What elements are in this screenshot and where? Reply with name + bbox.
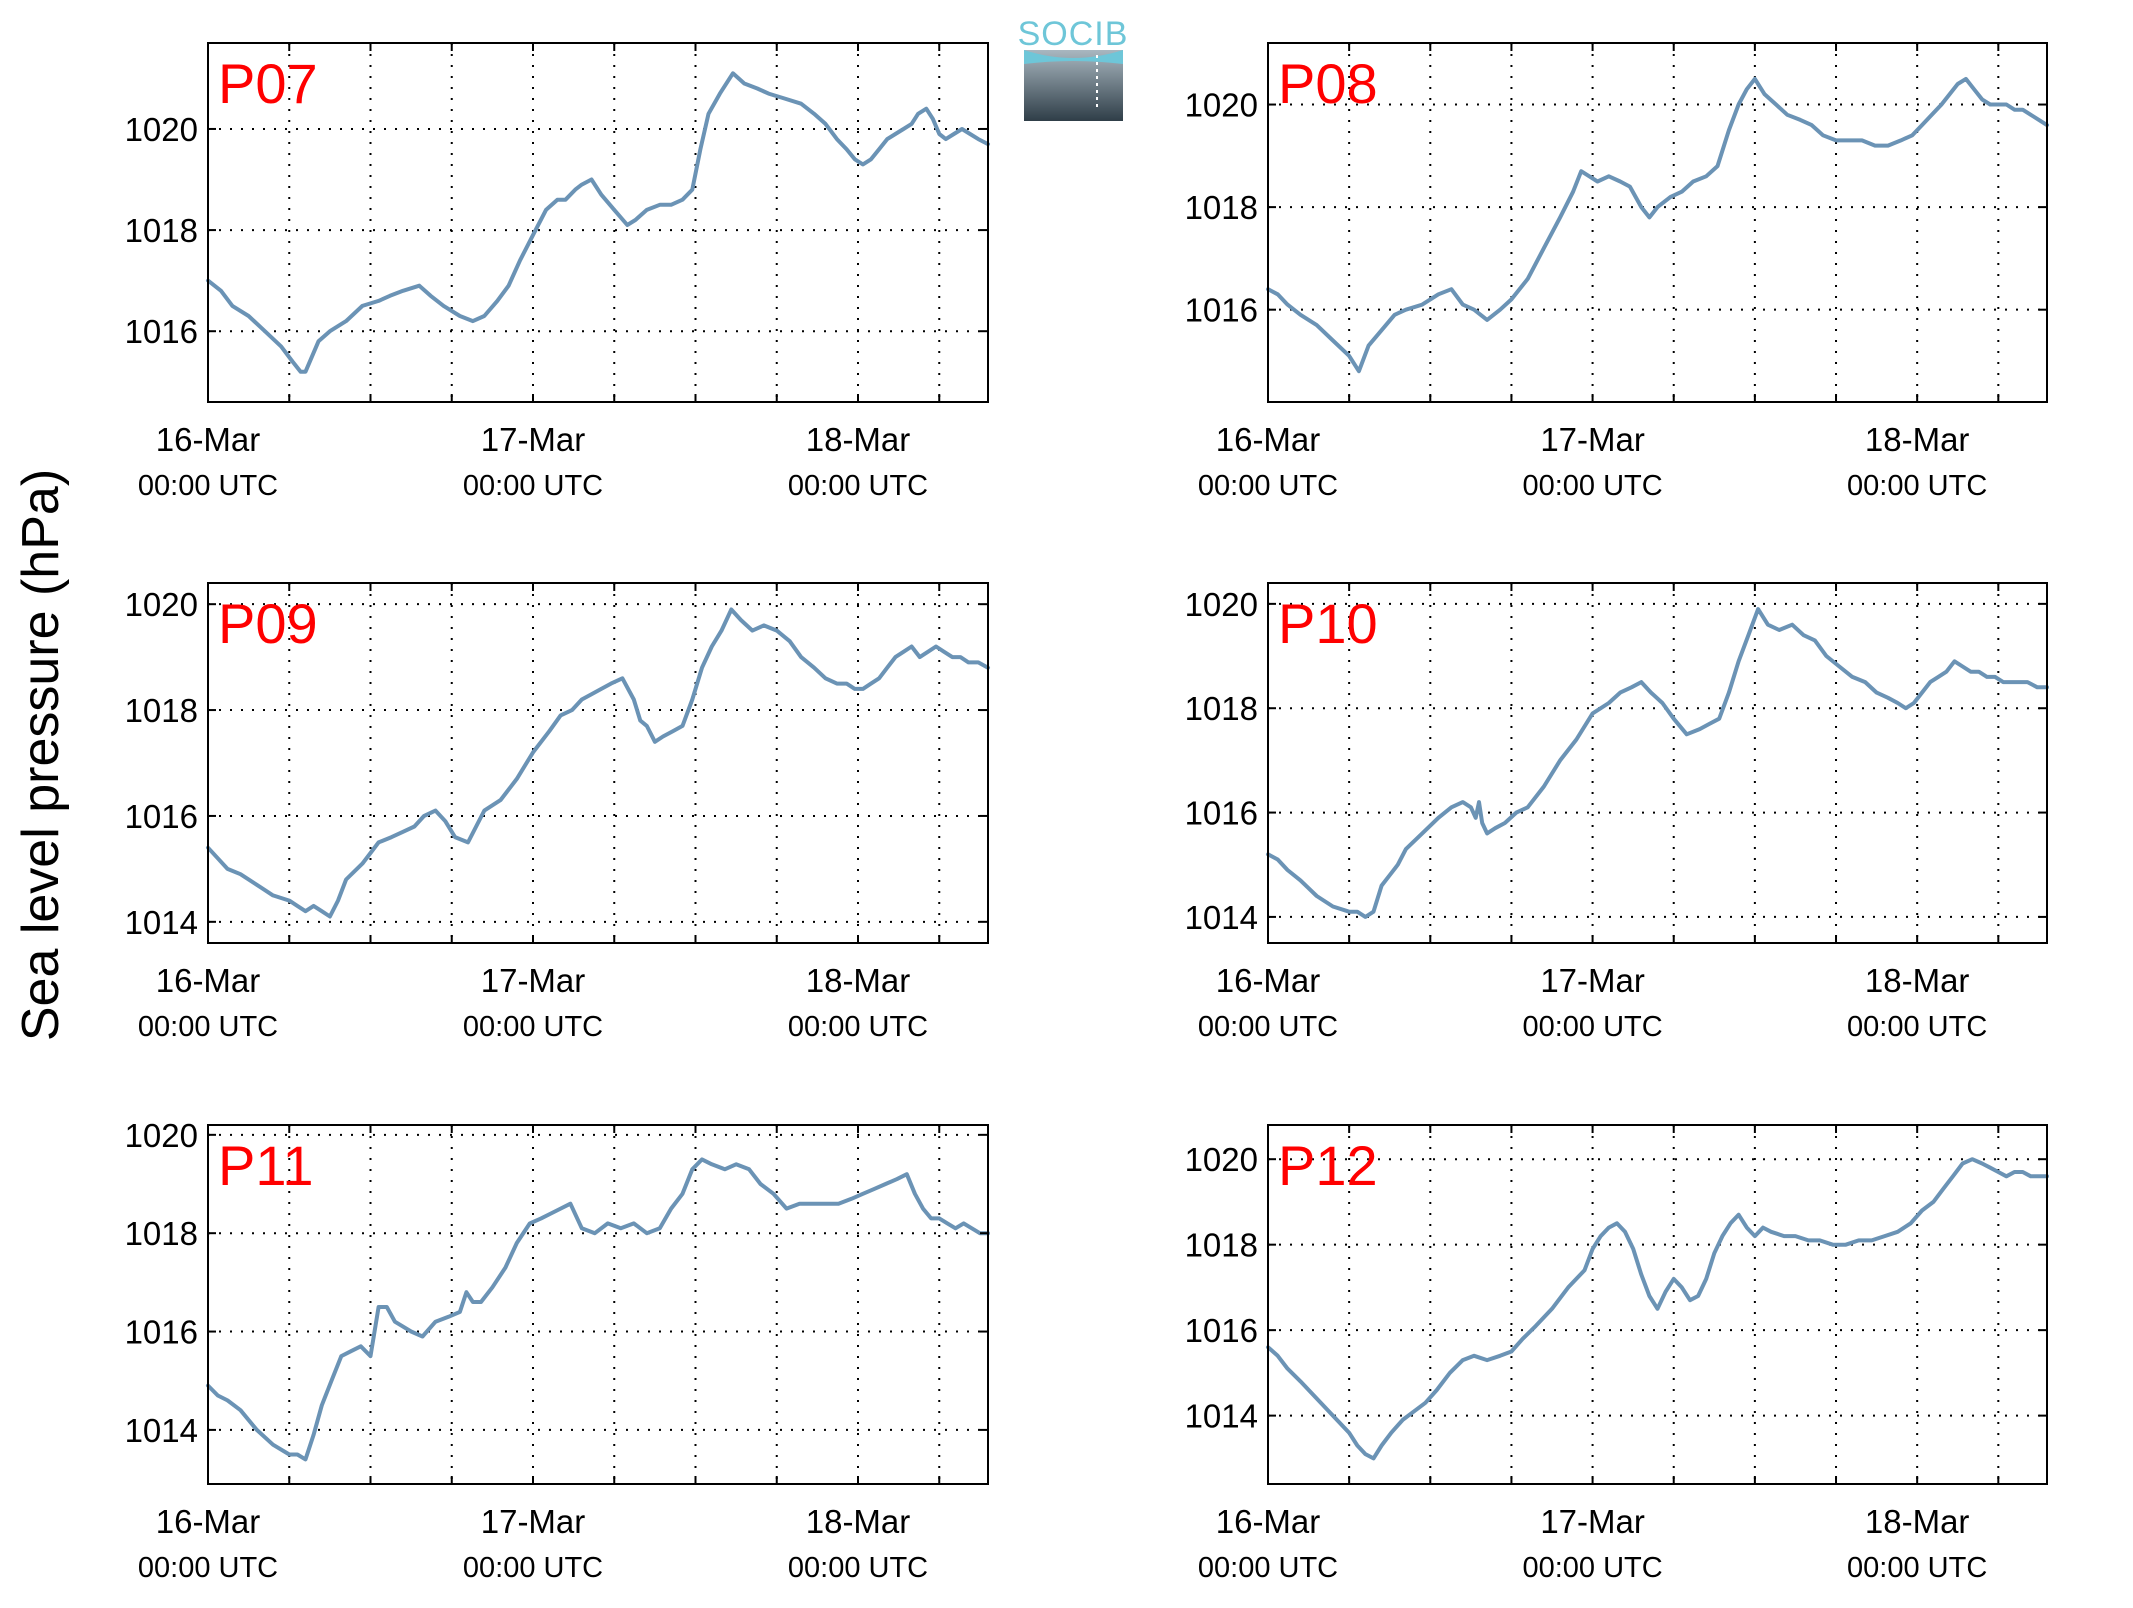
series-line (206, 71, 990, 374)
x-tick-label-time: 00:00 UTC (1522, 470, 1662, 502)
plot-frame (207, 42, 989, 403)
panel-p08: 1016 1018 1020 16-Mar 00:00 UTC 17-Mar 00:00 U… (1185, 42, 2049, 502)
plot-frame (1267, 582, 2048, 944)
y-tick-label: 1018 (1185, 1227, 1258, 1264)
series-line (206, 1157, 990, 1462)
x-tick-label-day: 17-Mar (1540, 962, 1645, 999)
plot-frame (1267, 1124, 2048, 1485)
y-tick-label: 1014 (125, 904, 198, 941)
x-tick-label-day: 16-Mar (1216, 421, 1321, 458)
y-tick-label: 1014 (125, 1412, 198, 1449)
socib-logo: SOCIB (1018, 15, 1129, 121)
panel-p12: 1014 1016 1018 1020 16-Mar 00:00 UTC 17-Mar 00:… (1185, 1124, 2049, 1584)
x-tick-label-time: 00:00 UTC (1847, 1552, 1987, 1584)
x-tick-label-day: 16-Mar (1216, 962, 1321, 999)
panel-label: P08 (1278, 52, 1378, 115)
panel-p09: 1014 1016 1018 1020 16-Mar 00:00 UTC 17-Mar 00:… (125, 582, 990, 1043)
series-line (1266, 76, 2049, 374)
y-tick-label: 1014 (1185, 899, 1258, 936)
x-tick-label-time: 00:00 UTC (138, 470, 278, 502)
y-tick-label: 1020 (125, 586, 198, 623)
x-tick-label-time: 00:00 UTC (1847, 1011, 1987, 1043)
x-tick-label-day: 16-Mar (1216, 1503, 1321, 1540)
x-tick-label-day: 18-Mar (806, 421, 911, 458)
y-tick-label: 1016 (1185, 1312, 1258, 1349)
panel-p10: 1014 1016 1018 1020 16-Mar 00:00 UTC 17-Mar 00:… (1185, 582, 2049, 1043)
x-tick-label-day: 17-Mar (1540, 421, 1645, 458)
x-tick-label-time: 00:00 UTC (1522, 1552, 1662, 1584)
panel-label: P07 (218, 52, 318, 115)
x-tick-label-day: 18-Mar (806, 1503, 911, 1540)
series-line (1266, 1157, 2049, 1461)
y-tick-label: 1016 (125, 798, 198, 835)
x-tick-label-time: 00:00 UTC (1522, 1011, 1662, 1043)
x-tick-label-time: 00:00 UTC (788, 1552, 928, 1584)
x-tick-label-time: 00:00 UTC (788, 1011, 928, 1043)
plot-frame (1267, 42, 2048, 403)
y-tick-label: 1020 (1185, 1141, 1258, 1178)
x-tick-label-day: 18-Mar (1865, 421, 1970, 458)
panel-label: P11 (218, 1134, 313, 1197)
y-tick-label: 1018 (125, 1215, 198, 1252)
x-tick-label-day: 17-Mar (481, 1503, 586, 1540)
x-tick-label-day: 17-Mar (481, 962, 586, 999)
x-tick-label-time: 00:00 UTC (138, 1552, 278, 1584)
y-tick-label: 1018 (125, 692, 198, 729)
x-tick-label-time: 00:00 UTC (1847, 470, 1987, 502)
x-tick-label-time: 00:00 UTC (1198, 1011, 1338, 1043)
y-tick-label: 1020 (1185, 87, 1258, 124)
y-tick-label: 1020 (125, 1117, 198, 1154)
panel-label: P09 (218, 592, 318, 655)
plot-frame (207, 1124, 989, 1485)
y-axis-label: Sea level pressure (hPa) (12, 469, 70, 1041)
x-tick-label-day: 18-Mar (1865, 1503, 1970, 1540)
panel-label: P10 (1278, 592, 1378, 655)
y-tick-label: 1018 (1185, 189, 1258, 226)
x-tick-label-day: 17-Mar (481, 421, 586, 458)
panel-p11: 1014 1016 1018 1020 16-Mar 00:00 UTC 17-Mar 00:… (125, 1117, 990, 1584)
y-tick-label: 1020 (125, 111, 198, 148)
series-line (1266, 607, 2049, 919)
y-tick-label: 1014 (1185, 1398, 1258, 1435)
y-tick-label: 1016 (125, 313, 198, 350)
x-tick-label-time: 00:00 UTC (1198, 1552, 1338, 1584)
y-tick-label: 1016 (1185, 795, 1258, 832)
x-tick-label-time: 00:00 UTC (788, 470, 928, 502)
y-tick-label: 1018 (125, 212, 198, 249)
x-tick-label-time: 00:00 UTC (463, 1552, 603, 1584)
x-tick-label-day: 16-Mar (156, 962, 261, 999)
plot-frame (207, 582, 989, 944)
x-tick-label-time: 00:00 UTC (1198, 470, 1338, 502)
x-tick-label-time: 00:00 UTC (463, 470, 603, 502)
y-tick-label: 1020 (1185, 586, 1258, 623)
x-tick-label-day: 16-Mar (156, 1503, 261, 1540)
x-tick-label-day: 16-Mar (156, 421, 261, 458)
panel-label: P12 (1278, 1134, 1378, 1197)
panel-grid: 1016 1018 1020 16-Mar 00:00 UTC 17-Mar 00:00 U… (125, 42, 2049, 1584)
x-tick-label-day: 18-Mar (806, 962, 911, 999)
series-line (206, 607, 990, 919)
x-tick-label-day: 18-Mar (1865, 962, 1970, 999)
x-tick-label-time: 00:00 UTC (138, 1011, 278, 1043)
y-tick-label: 1016 (1185, 292, 1258, 329)
y-tick-label: 1016 (125, 1314, 198, 1351)
logo-wave (1024, 50, 1123, 64)
y-tick-label: 1018 (1185, 690, 1258, 727)
x-tick-label-time: 00:00 UTC (463, 1011, 603, 1043)
logo-text: SOCIB (1018, 15, 1129, 53)
x-tick-label-day: 17-Mar (1540, 1503, 1645, 1540)
panel-p07: 1016 1018 1020 16-Mar 00:00 UTC 17-Mar 00:00 U… (125, 42, 990, 502)
